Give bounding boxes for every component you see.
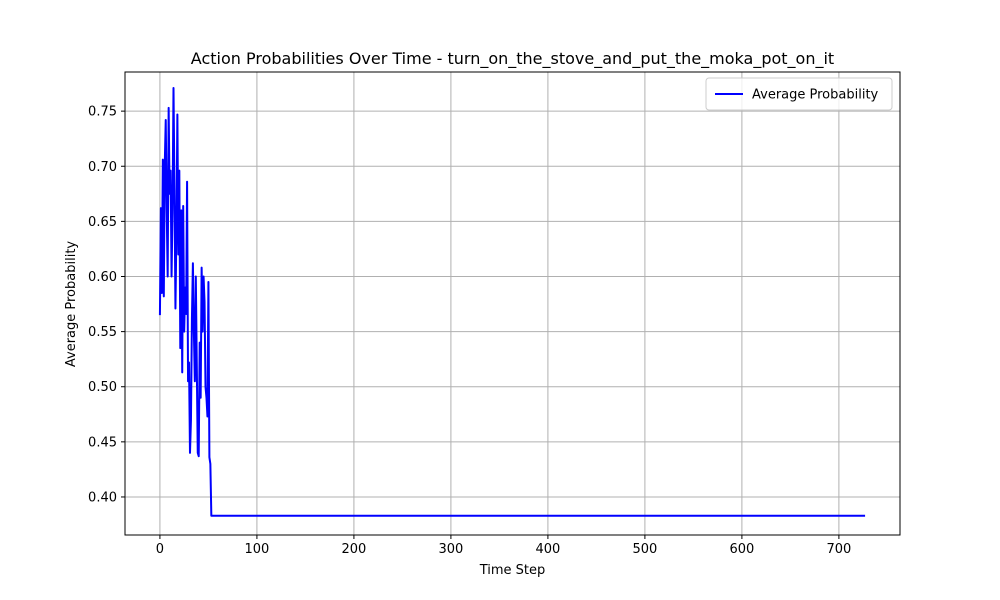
plot-area-border [124, 71, 901, 536]
legend: Average Probability [705, 77, 893, 111]
x-tick-label: 0 [156, 542, 164, 557]
y-tick-label: 0.70 [88, 160, 117, 175]
x-tick-label: 700 [826, 542, 851, 557]
x-tick-label: 200 [341, 542, 366, 557]
x-tick-label: 500 [632, 542, 657, 557]
y-tick-label: 0.45 [88, 435, 117, 450]
axis-ticks: 0 100 200 300 400 500 600 700 0.40 0.45 0.50 0.55 0.… [88, 105, 851, 557]
x-tick-label: 600 [729, 542, 754, 557]
axes-frame [124, 71, 901, 536]
series-lines [158, 86, 866, 517]
y-axis-label: Average Probability [64, 241, 79, 368]
x-tick-label: 400 [535, 542, 560, 557]
x-axis-label: Time Step [479, 563, 546, 578]
y-tick-label: 0.50 [88, 380, 117, 395]
legend-label: Average Probability [752, 88, 879, 103]
legend-box [705, 77, 893, 111]
x-tick-label: 100 [245, 542, 270, 557]
y-tick-label: 0.75 [88, 105, 117, 120]
series-line-0 [158, 86, 866, 517]
chart-title: Action Probabilities Over Time - turn_on… [191, 49, 834, 69]
y-tick-label: 0.40 [88, 490, 117, 505]
y-tick-label: 0.65 [88, 215, 117, 230]
x-tick-label: 300 [438, 542, 463, 557]
y-tick-label: 0.60 [88, 270, 117, 285]
grid-lines [125, 72, 900, 535]
y-tick-label: 0.55 [88, 325, 117, 340]
